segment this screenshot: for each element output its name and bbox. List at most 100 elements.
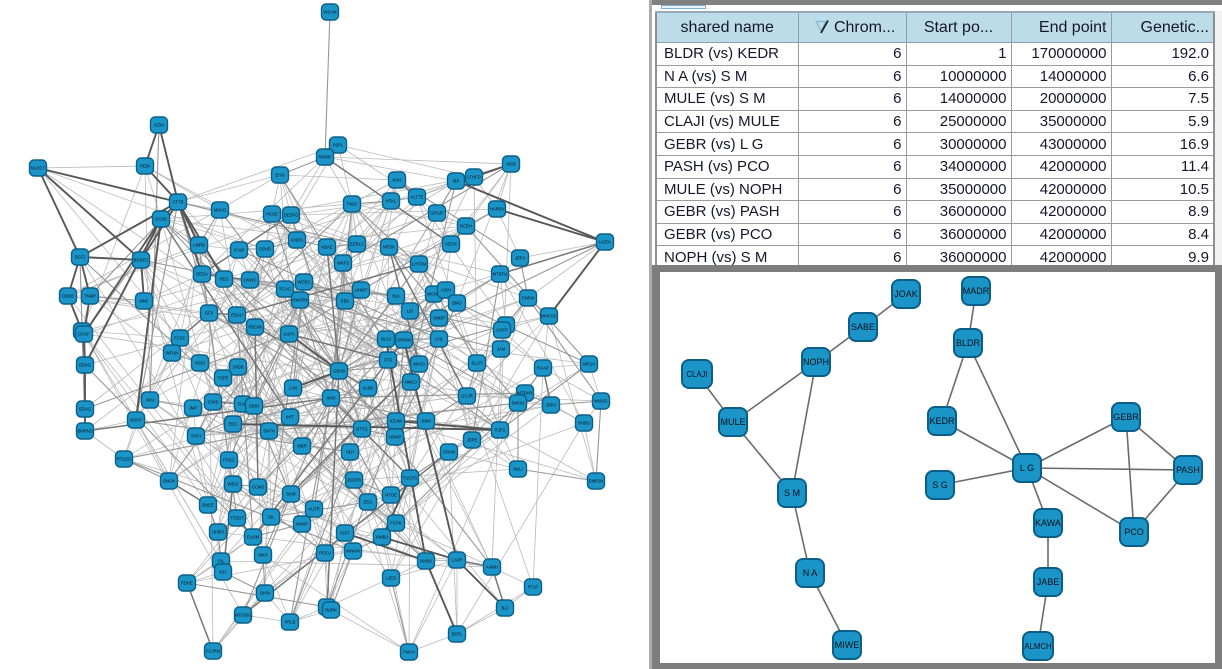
svg-text:EDRLC: EDRLC	[350, 242, 364, 247]
svg-text:KUH: KUH	[393, 178, 402, 183]
svg-text:WHFOC: WHFOC	[541, 314, 557, 319]
svg-text:ALMCH: ALMCH	[1024, 642, 1051, 651]
svg-text:PIL: PIL	[218, 559, 225, 564]
svg-text:THPJ: THPJ	[191, 434, 201, 439]
svg-text:MNF: MNF	[139, 299, 149, 304]
svg-text:NLOCT: NLOCT	[31, 166, 46, 171]
svg-text:S M: S M	[784, 488, 800, 498]
svg-text:MTBFU: MTBFU	[493, 272, 507, 277]
svg-text:PCO: PCO	[1124, 527, 1144, 537]
svg-text:PCEU: PCEU	[319, 551, 331, 556]
svg-text:WFUN: WFUN	[166, 351, 179, 356]
svg-text:JINM: JINM	[421, 419, 431, 424]
svg-text:WCGOG: WCGOG	[235, 613, 252, 618]
svg-text:WOEC: WOEC	[297, 280, 310, 285]
svg-text:GDAG: GDAG	[79, 407, 91, 412]
svg-text:IFAM: IFAM	[234, 248, 244, 253]
svg-text:PBCIM: PBCIM	[248, 325, 262, 330]
svg-text:TICAC: TICAC	[279, 287, 292, 292]
svg-text:JDPC: JDPC	[546, 403, 557, 408]
svg-text:WFUA: WFUA	[583, 362, 596, 367]
svg-text:REW: REW	[140, 164, 150, 169]
svg-text:HEG: HEG	[219, 277, 228, 282]
svg-text:GBHB: GBHB	[333, 369, 345, 374]
svg-text:RTUED: RTUED	[117, 457, 131, 462]
svg-text:EBUU: EBUU	[231, 313, 243, 318]
svg-text:FCPK: FCPK	[390, 521, 401, 526]
svg-text:LWWC: LWWC	[244, 278, 257, 283]
svg-text:MTDAR: MTDAR	[518, 391, 533, 396]
svg-text:BDKG: BDKG	[79, 363, 91, 368]
svg-text:WHGI: WHGI	[413, 362, 424, 367]
svg-text:MTDK: MTDK	[383, 245, 395, 250]
svg-text:NTOE: NTOE	[385, 493, 397, 498]
svg-text:BCBH: BCBH	[460, 224, 472, 229]
svg-text:JODPB: JODPB	[347, 478, 361, 483]
svg-text:IGFT: IGFT	[340, 531, 350, 536]
svg-text:IUJW: IUJW	[363, 386, 373, 391]
svg-text:EHJI: EHJI	[275, 173, 284, 178]
svg-text:UGEK: UGEK	[599, 240, 611, 245]
svg-text:EDC: EDC	[229, 422, 238, 427]
svg-text:ORMW: ORMW	[397, 338, 411, 343]
svg-text:BLDR: BLDR	[956, 338, 981, 348]
svg-text:AHL: AHL	[435, 337, 444, 342]
svg-text:LTHFD: LTHFD	[467, 175, 480, 180]
svg-text:JSL: JSL	[267, 515, 275, 520]
svg-text:DNEE: DNEE	[202, 503, 214, 508]
svg-text:WKFS: WKFS	[337, 261, 349, 266]
svg-text:LHTFM: LHTFM	[412, 262, 426, 267]
svg-text:LMRB: LMRB	[193, 243, 205, 248]
svg-text:IBP: IBP	[453, 179, 460, 184]
svg-text:MBR: MBR	[297, 444, 306, 449]
svg-text:HCGE: HCGE	[266, 212, 278, 217]
svg-text:JEFA: JEFA	[515, 256, 525, 261]
svg-text:KBAE: KBAE	[321, 245, 332, 250]
svg-text:MULE: MULE	[720, 417, 745, 427]
svg-text:SKIR: SKIR	[286, 492, 296, 497]
svg-text:KEAW: KEAW	[390, 419, 402, 424]
svg-text:JWU: JWU	[145, 398, 154, 403]
svg-text:KEDR: KEDR	[929, 416, 955, 426]
svg-text:BJJ: BJJ	[502, 606, 509, 611]
svg-text:GPSJF: GPSJF	[430, 211, 444, 216]
svg-text:JDPE: JDPE	[467, 438, 478, 443]
svg-text:L G: L G	[1020, 463, 1034, 473]
svg-text:NSSI: NSSI	[195, 361, 205, 366]
svg-text:PEK: PEK	[341, 299, 350, 304]
svg-text:FTG: FTG	[384, 358, 392, 363]
svg-text:TSPE: TSPE	[218, 376, 229, 381]
svg-text:SFKW: SFKW	[443, 450, 455, 455]
svg-text:RJFS: RJFS	[495, 428, 506, 433]
svg-text:FCJRM: FCJRM	[206, 649, 221, 654]
svg-text:UUPA: UUPA	[283, 332, 295, 337]
svg-text:EKPL: EKPL	[452, 632, 463, 637]
svg-text:WWJG: WWJG	[594, 399, 607, 404]
svg-text:PRLB: PRLB	[285, 620, 296, 625]
svg-text:RHBU: RHBU	[578, 421, 590, 426]
svg-text:MKKO: MKKO	[214, 208, 227, 213]
svg-text:HLK: HLK	[392, 294, 400, 299]
svg-text:BLGI: BLGI	[381, 337, 391, 342]
svg-text:AUTR: AUTR	[308, 507, 319, 512]
svg-text:SNTH: SNTH	[263, 429, 274, 434]
svg-text:IWKI: IWKI	[326, 396, 335, 401]
svg-text:WCWK: WCWK	[427, 292, 441, 297]
svg-text:S G: S G	[932, 480, 948, 490]
svg-text:GOJO: GOJO	[155, 217, 168, 222]
svg-text:PASH: PASH	[1176, 465, 1200, 475]
svg-text:MABS: MABS	[420, 559, 432, 564]
svg-text:NOPH: NOPH	[803, 357, 829, 367]
svg-text:GFII: GFII	[205, 311, 213, 316]
svg-text:FMAH: FMAH	[403, 650, 415, 655]
svg-text:RTJF: RTJF	[528, 585, 539, 590]
svg-text:SSHD: SSHD	[259, 247, 271, 252]
svg-text:MADR: MADR	[963, 286, 990, 296]
svg-text:FCSC: FCSC	[174, 336, 185, 341]
svg-text:WNMN: WNMN	[346, 549, 360, 554]
svg-text:N A: N A	[803, 568, 818, 578]
svg-text:TNMP: TNMP	[84, 294, 96, 299]
svg-text:WJCP: WJCP	[130, 418, 142, 423]
svg-text:KNDS: KNDS	[291, 238, 303, 243]
svg-text:JMP: JMP	[189, 406, 198, 411]
